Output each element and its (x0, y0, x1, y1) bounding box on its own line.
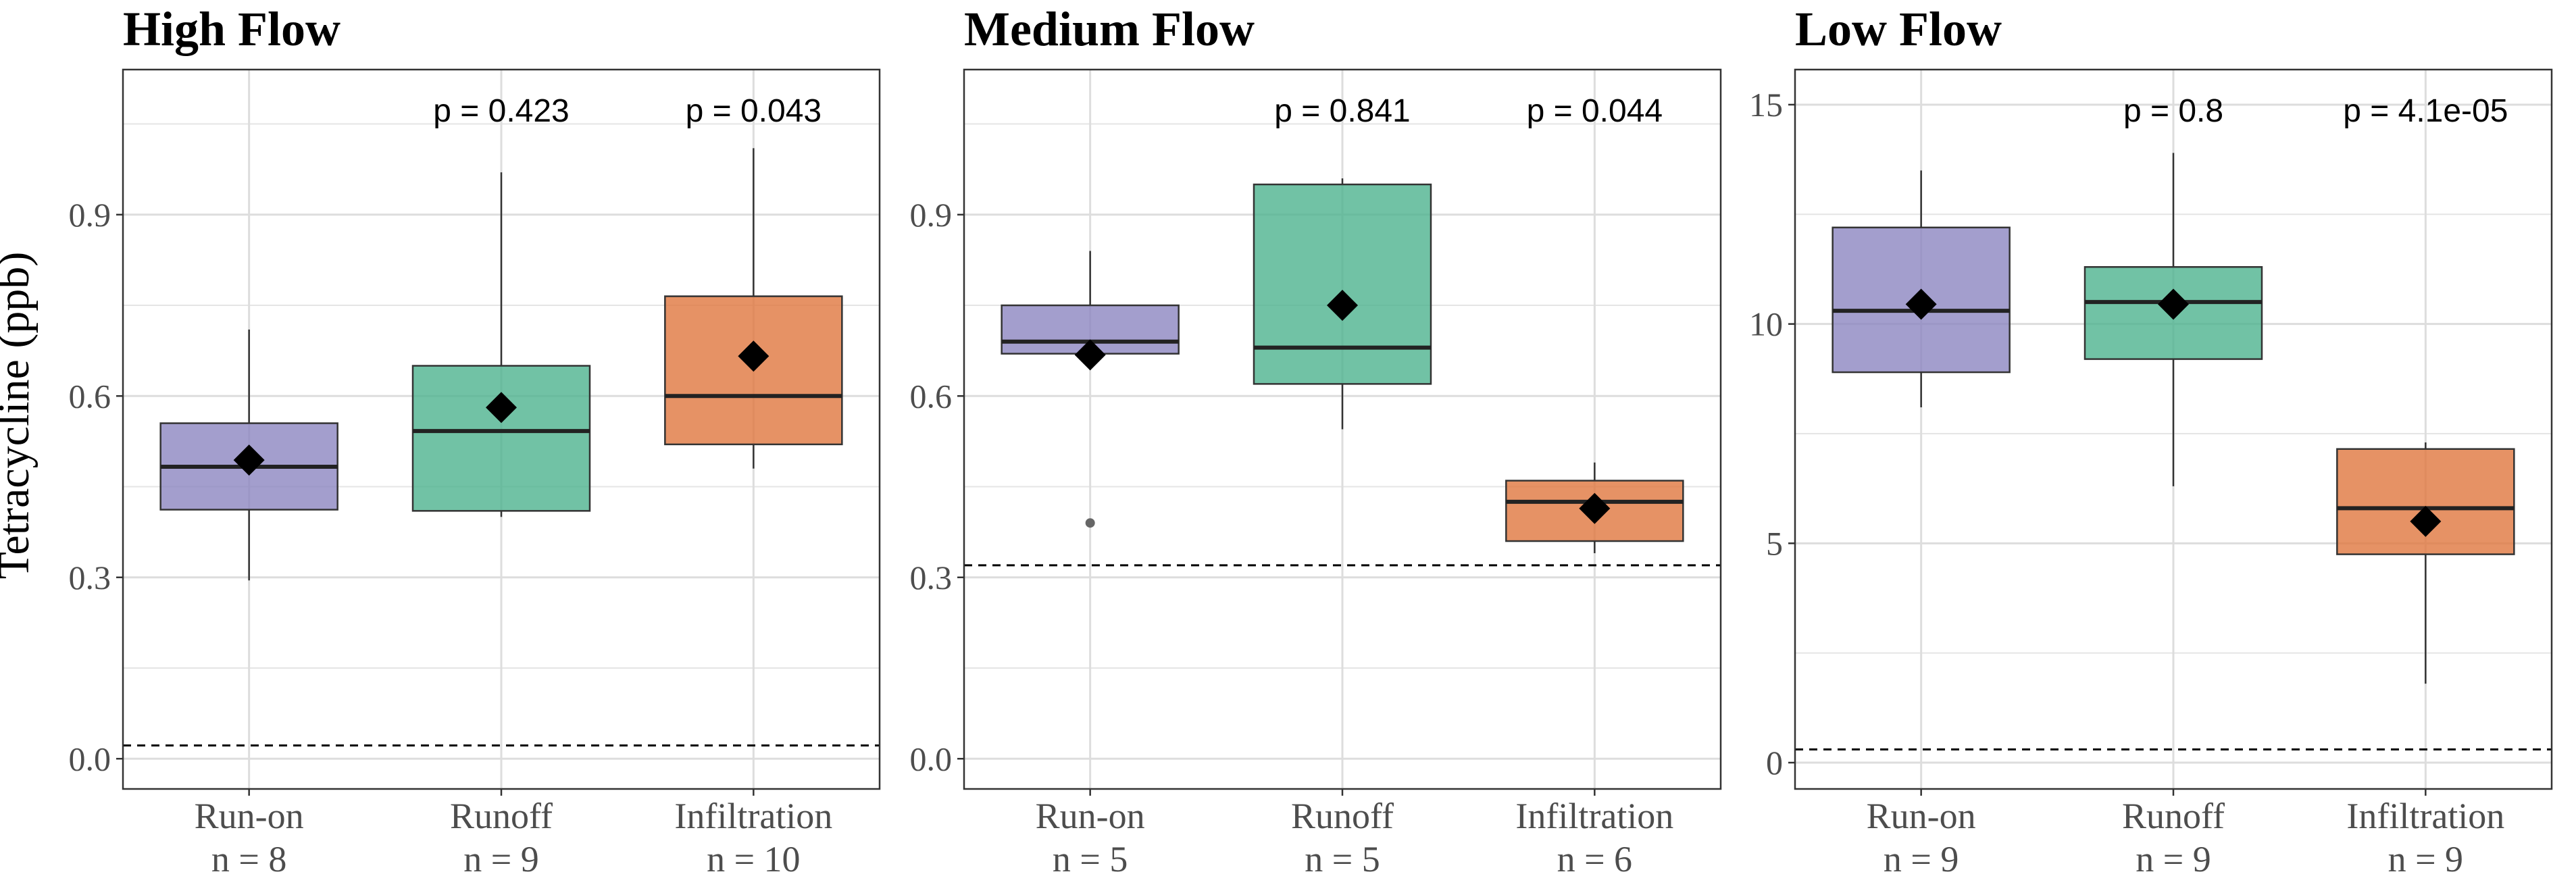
mean-marker (1905, 288, 1937, 320)
panel-title: High Flow (123, 2, 340, 56)
sample-size-label: n = 9 (1884, 839, 1959, 879)
y-tick-label: 0.3 (69, 559, 111, 596)
y-tick-label: 0.0 (910, 740, 953, 777)
y-tick-label: 0.3 (910, 559, 953, 596)
x-tick-label: Infiltration (2346, 796, 2504, 836)
sample-size-label: n = 9 (2136, 839, 2211, 879)
panel-title: Medium Flow (964, 2, 1255, 56)
sample-size-label: n = 8 (211, 839, 286, 879)
p-value-label: p = 0.841 (1274, 93, 1411, 129)
box-infiltration (2336, 448, 2515, 555)
x-tick-label: Run-on (1036, 796, 1145, 836)
p-value-label: p = 4.1e-05 (2343, 93, 2508, 129)
y-tick-label: 5 (1766, 524, 1783, 562)
y-tick-label: 0.6 (910, 377, 953, 415)
sample-size-label: n = 9 (463, 839, 538, 879)
y-tick-label: 0.9 (69, 196, 111, 234)
y-tick-label: 10 (1749, 305, 1783, 343)
x-tick-label: Infiltration (1515, 796, 1673, 836)
x-tick-label: Runoff (1291, 796, 1394, 836)
sample-size-label: n = 5 (1053, 839, 1128, 879)
p-value-label: p = 0.043 (686, 93, 822, 129)
outlier-point (1085, 518, 1095, 528)
mean-marker (1074, 339, 1106, 371)
p-value-label: p = 0.044 (1527, 93, 1663, 129)
mean-marker (1579, 492, 1611, 524)
panel-title: Low Flow (1795, 2, 2002, 56)
y-tick-label: 0.6 (69, 377, 111, 415)
mean-marker (2158, 288, 2189, 320)
p-value-label: p = 0.423 (433, 93, 570, 129)
p-value-label: p = 0.8 (2123, 93, 2223, 129)
mean-marker (2410, 505, 2442, 537)
x-tick-label: Run-on (195, 796, 304, 836)
y-tick-label: 15 (1749, 86, 1783, 124)
y-tick-label: 0 (1766, 744, 1783, 782)
x-tick-label: Infiltration (674, 796, 832, 836)
box-runoff (1253, 183, 1432, 385)
y-axis-label: Tetracycline (ppb) (0, 252, 39, 580)
mean-marker (233, 444, 265, 476)
sample-size-label: n = 10 (707, 839, 800, 879)
x-tick-label: Runoff (2122, 796, 2225, 836)
mean-marker (738, 340, 769, 372)
mean-marker (486, 392, 517, 424)
sample-size-label: n = 5 (1305, 839, 1380, 879)
x-tick-label: Runoff (450, 796, 553, 836)
x-tick-label: Run-on (1867, 796, 1976, 836)
y-tick-label: 0.0 (69, 740, 111, 777)
y-tick-label: 0.9 (910, 196, 953, 234)
box-runoff (411, 365, 591, 512)
sample-size-label: n = 9 (2388, 839, 2463, 879)
sample-size-label: n = 6 (1557, 839, 1632, 879)
mean-marker (1327, 290, 1358, 322)
